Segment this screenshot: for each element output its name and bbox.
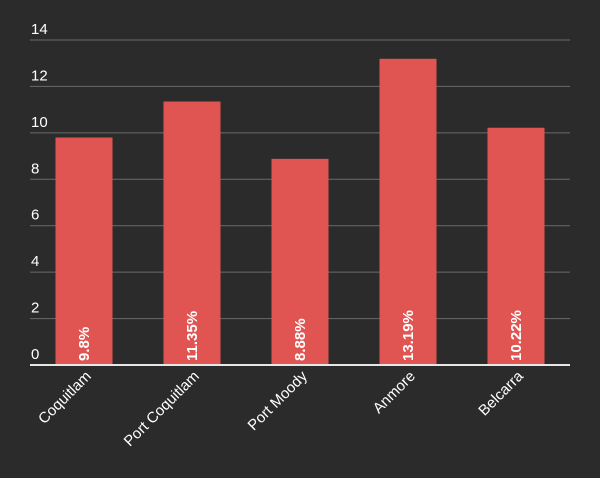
category-label: Anmore <box>370 368 419 417</box>
data-label: 10.22% <box>508 310 525 361</box>
data-label: 13.19% <box>400 310 417 361</box>
y-tick-label: 10 <box>31 114 48 131</box>
y-tick-label: 0 <box>31 346 39 363</box>
y-tick-label: 4 <box>31 253 39 270</box>
category-label: Port Moody <box>245 367 312 434</box>
y-tick-label: 14 <box>31 21 48 38</box>
data-label: 11.35% <box>184 311 201 361</box>
bar-anmore <box>379 58 437 366</box>
data-label: 9.8% <box>76 327 93 361</box>
y-tick-label: 12 <box>31 67 48 84</box>
bar-belcarra <box>487 127 545 365</box>
bar-port-moody <box>271 158 329 365</box>
y-tick-label: 2 <box>31 300 39 317</box>
category-label: Port Coquitlam <box>121 368 203 450</box>
bar-port-coquitlam <box>163 101 221 366</box>
category-label: Coquitlam <box>35 368 95 428</box>
y-tick-label: 6 <box>31 207 39 224</box>
y-tick-label: 8 <box>31 160 39 177</box>
category-label: Belcarra <box>475 367 527 419</box>
bar-coquitlam <box>55 137 113 365</box>
data-label: 8.88% <box>292 318 309 361</box>
